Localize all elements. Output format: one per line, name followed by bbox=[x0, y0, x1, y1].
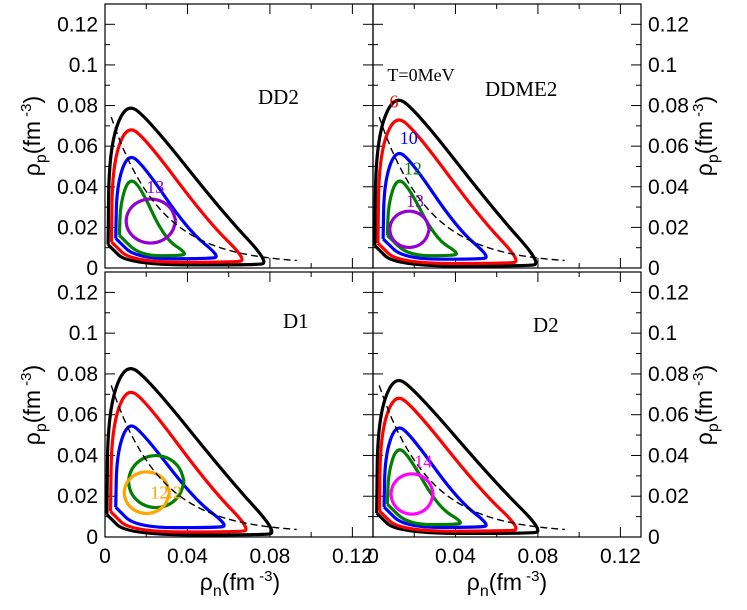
x-tick-label: 0.04 bbox=[435, 545, 476, 568]
panel-label: D1 bbox=[283, 309, 309, 333]
x-tick-label: 0 bbox=[99, 545, 111, 568]
y-tick-label: 0.08 bbox=[648, 363, 689, 386]
x-tick-label: 0.08 bbox=[249, 545, 290, 568]
y-axis-title-top-left: ρp(fm -3) bbox=[18, 96, 50, 176]
y-tick-label: 0.04 bbox=[57, 176, 98, 199]
contour-T10 bbox=[114, 155, 218, 261]
contour-T10 bbox=[381, 151, 488, 261]
y-tick-label: 0 bbox=[648, 257, 660, 280]
outer-labels: ρp(fm -3) ρp(fm -3) ρp(fm -3) ρp(fm -3) ρn(f… bbox=[18, 96, 722, 600]
y-tick-label: 0.02 bbox=[57, 216, 98, 239]
contour-T6 bbox=[377, 396, 518, 533]
contour-label: 12 bbox=[404, 159, 422, 179]
y-tick-label: 0.1 bbox=[69, 54, 98, 77]
x-axis-title-right: ρn(fm -3) bbox=[467, 568, 547, 600]
contour-T10 bbox=[382, 426, 488, 529]
contour-T12_2 bbox=[122, 470, 172, 516]
contour-label: 13 bbox=[146, 177, 164, 197]
x-tick-label: 0.12 bbox=[600, 545, 641, 568]
y-axis-title-top-right: ρp(fm -3) bbox=[690, 96, 722, 176]
dashed-curve bbox=[378, 116, 565, 262]
contour-label: 10 bbox=[400, 128, 418, 148]
panel-bottom-left: 0 0.04 0.08 0.12 0 0.02 0.04 0.06 0.08 0.1 0.12 D1 1… bbox=[57, 271, 374, 568]
contour-T0 bbox=[105, 367, 274, 537]
svg-text:ρp(fm -3): ρp(fm -3) bbox=[690, 365, 722, 445]
contour-label: 6 bbox=[389, 92, 398, 112]
y-tick-label: 0.02 bbox=[648, 216, 689, 239]
y-tick-label: 0.12 bbox=[648, 13, 689, 36]
plot-area bbox=[106, 106, 297, 267]
svg-text:ρp(fm -3): ρp(fm -3) bbox=[18, 365, 50, 445]
x-axis-title-left: ρn(fm -3) bbox=[200, 568, 280, 600]
contour-T6 bbox=[108, 390, 248, 534]
contour-T6 bbox=[376, 118, 518, 266]
contour-T6 bbox=[109, 128, 244, 264]
svg-text:ρp(fm -3): ρp(fm -3) bbox=[690, 96, 722, 176]
y-tick-label: 0.06 bbox=[57, 404, 98, 427]
dashed-curve bbox=[110, 385, 297, 531]
x-tick-label: 0.12 bbox=[332, 545, 373, 568]
panel-frame bbox=[372, 271, 642, 538]
panel-label: D2 bbox=[533, 313, 559, 337]
x-tick-label: 0.08 bbox=[517, 545, 558, 568]
dashed-curve bbox=[110, 116, 297, 262]
plot-area bbox=[373, 98, 565, 268]
panel-label: DDME2 bbox=[485, 77, 557, 101]
panel-frame bbox=[372, 3, 642, 269]
contour-T0 bbox=[106, 106, 266, 267]
contour-T12 bbox=[117, 179, 187, 258]
y-tick-label: 0 bbox=[86, 257, 98, 280]
contour-T12 bbox=[385, 179, 458, 258]
contour-T13 bbox=[124, 197, 178, 245]
y-axis-title-bottom-right: ρp(fm -3) bbox=[690, 365, 722, 445]
x-tick-label: 0 bbox=[367, 545, 379, 568]
y-tick-label: 0.06 bbox=[648, 135, 689, 158]
y-tick-label: 0 bbox=[648, 526, 660, 549]
y-tick-label: 0.12 bbox=[648, 281, 689, 304]
contour-T10 bbox=[114, 424, 226, 530]
panel-top-right: 0 0.02 0.04 0.06 0.08 0.1 0.12 DDME2 T=0MeV 610 12… bbox=[372, 3, 689, 280]
y-tick-label: 0.12 bbox=[57, 13, 98, 36]
x-tick-label: 0.04 bbox=[167, 545, 208, 568]
contour-label: 12.2 bbox=[150, 482, 182, 502]
y-tick-label: 0.1 bbox=[648, 322, 677, 345]
contour-label: 14 bbox=[414, 452, 432, 472]
y-axis-title-bottom-left: ρp(fm -3) bbox=[18, 365, 50, 445]
contour-T14 bbox=[389, 472, 435, 516]
y-tick-label: 0.04 bbox=[648, 444, 689, 467]
contour-T0 bbox=[375, 378, 540, 536]
panels: 0 0.02 0.04 0.06 0.08 0.1 0.12 DD2 13 0 0.02 0.04 0.… bbox=[57, 3, 689, 568]
contour-T13 bbox=[388, 209, 431, 250]
y-tick-label: 0.1 bbox=[69, 322, 98, 345]
contour-label: 13 bbox=[406, 191, 424, 211]
y-tick-label: 0.04 bbox=[648, 176, 689, 199]
y-tick-label: 0.1 bbox=[648, 54, 677, 77]
y-tick-label: 0.04 bbox=[57, 444, 98, 467]
y-tick-label: 0.08 bbox=[57, 95, 98, 118]
y-tick-label: 0.06 bbox=[57, 135, 98, 158]
dashed-curve bbox=[378, 385, 565, 531]
svg-text:ρp(fm -3): ρp(fm -3) bbox=[18, 96, 50, 176]
y-tick-label: 0.02 bbox=[648, 485, 689, 508]
y-tick-label: 0 bbox=[86, 526, 98, 549]
y-tick-label: 0.12 bbox=[57, 281, 98, 304]
y-tick-label: 0.02 bbox=[57, 485, 98, 508]
contour-T0 bbox=[373, 98, 538, 268]
panel-bottom-right: 0 0.04 0.08 0.12 0 0.02 0.04 0.06 0.08 0.1 0.12 D2 1… bbox=[367, 271, 689, 568]
y-tick-label: 0.08 bbox=[648, 95, 689, 118]
contour-T12 bbox=[385, 448, 462, 527]
plot-area bbox=[105, 367, 297, 537]
contour-label: T=0MeV bbox=[387, 65, 454, 85]
panel-top-left: 0 0.02 0.04 0.06 0.08 0.1 0.12 DD2 13 bbox=[57, 3, 374, 280]
y-tick-label: 0.08 bbox=[57, 363, 98, 386]
panel-label: DD2 bbox=[258, 85, 299, 109]
plot-area bbox=[375, 378, 565, 536]
y-tick-label: 0.06 bbox=[648, 404, 689, 427]
